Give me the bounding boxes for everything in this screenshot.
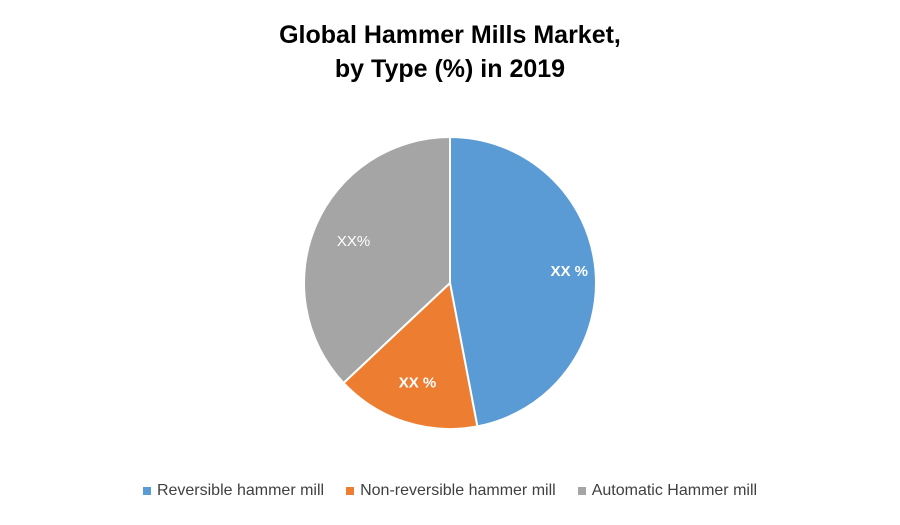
chart-title-line-2: by Type (%) in 2019 <box>334 55 566 83</box>
legend-label-1: Reversible hammer mill <box>156 482 325 499</box>
legend-item-2: Non-reversible hammer mill <box>346 482 556 500</box>
chart-title-line-1: Global Hammer Mills Market, <box>279 21 621 49</box>
legend-label-3: Automatic Hammer mill <box>591 482 758 499</box>
chart-title: Global Hammer Mills Market, by Type (%) … <box>0 18 900 86</box>
pie-slices <box>303 135 597 430</box>
legend-swatch-2 <box>346 487 355 495</box>
pie-slice-3 <box>303 135 451 385</box>
pie-data-label-3: XX% <box>337 233 370 250</box>
legend-label-2: Non-reversible hammer mill <box>360 482 556 499</box>
pie-data-labels: XX % XX % XX% <box>337 233 588 392</box>
pie-slice-2 <box>342 281 479 430</box>
pie-data-label-2: XX % <box>399 375 437 392</box>
legend: Reversible hammer mill Non-reversible ham… <box>0 482 900 500</box>
legend-swatch-3 <box>577 487 586 495</box>
pie-data-label-1: XX % <box>550 263 588 280</box>
legend-item-3: Automatic Hammer mill <box>577 482 758 500</box>
pie-slice-1 <box>449 135 597 428</box>
legend-swatch-1 <box>142 487 151 495</box>
legend-item-1: Reversible hammer mill <box>142 482 325 500</box>
